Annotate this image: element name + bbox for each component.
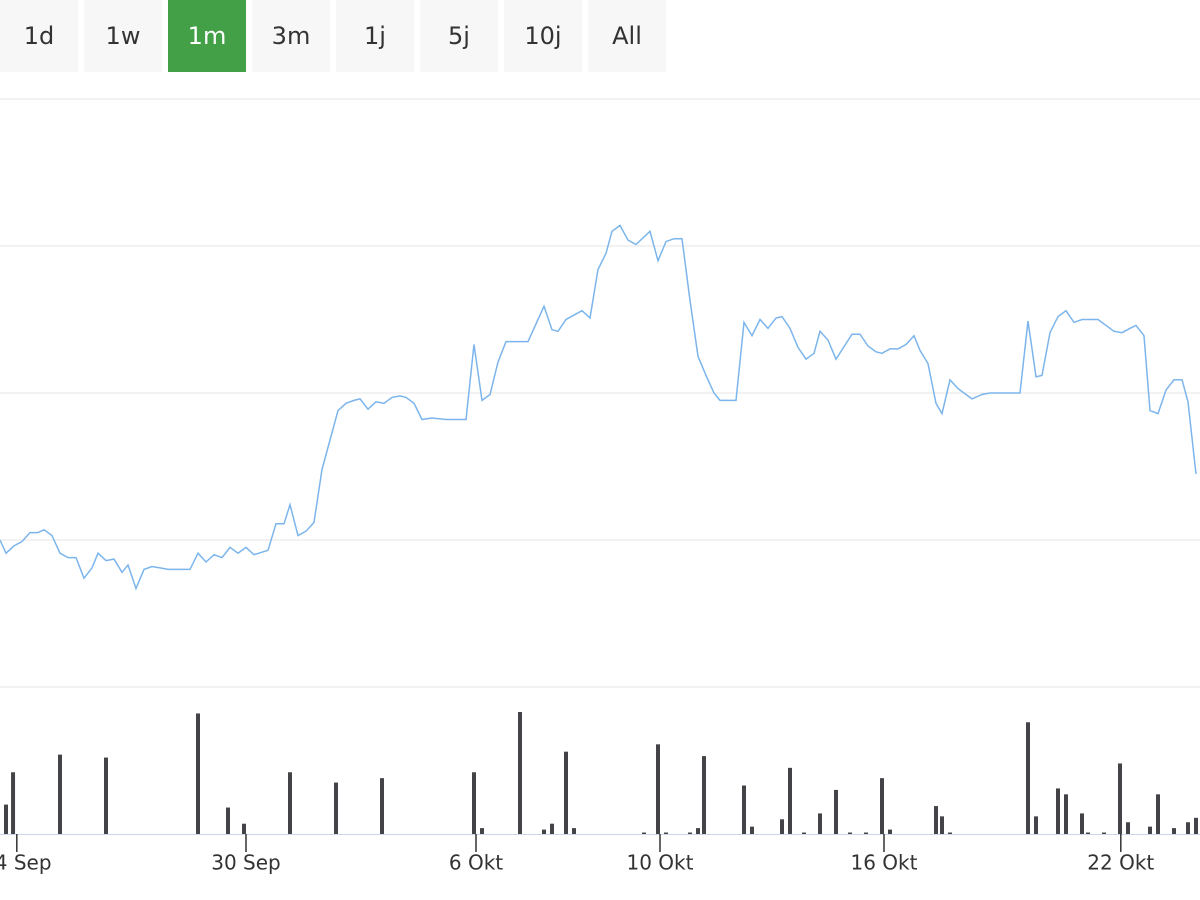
volume-bar bbox=[834, 789, 838, 834]
volume-bar bbox=[934, 806, 938, 834]
volume-bar bbox=[750, 826, 754, 834]
volume-bar bbox=[780, 819, 784, 834]
volume-bar bbox=[1172, 828, 1176, 834]
range-button[interactable]: All bbox=[588, 0, 666, 72]
range-button[interactable]: 10j bbox=[504, 0, 582, 72]
volume-bar bbox=[688, 832, 692, 834]
volume-bar bbox=[542, 829, 546, 834]
volume-bar bbox=[1118, 763, 1122, 834]
volume-bar bbox=[1186, 822, 1190, 834]
volume-bar bbox=[802, 832, 806, 834]
volume-bar bbox=[564, 751, 568, 834]
range-button[interactable]: 1w bbox=[84, 0, 162, 72]
volume-bar bbox=[226, 807, 230, 834]
range-button[interactable]: 3m bbox=[252, 0, 330, 72]
x-tick-label: 6 Okt bbox=[449, 851, 503, 875]
volume-bar bbox=[1080, 813, 1084, 834]
price-line bbox=[0, 224, 1197, 591]
volume-bar bbox=[696, 828, 700, 834]
x-tick-label: 22 Okt bbox=[1087, 851, 1154, 875]
volume-bar bbox=[550, 823, 554, 834]
range-button[interactable]: 5j bbox=[420, 0, 498, 72]
volume-bar bbox=[58, 754, 62, 834]
volume-bar bbox=[1026, 722, 1030, 834]
x-tick-label: 24 Sep bbox=[0, 851, 52, 875]
volume-bar bbox=[104, 757, 108, 834]
volume-bar bbox=[1034, 816, 1038, 834]
volume-bar bbox=[480, 828, 484, 834]
volume-bar bbox=[572, 828, 576, 834]
volume-bar bbox=[11, 772, 16, 834]
volume-bar bbox=[4, 804, 8, 834]
volume-bar bbox=[472, 772, 476, 834]
volume-bar bbox=[1064, 794, 1068, 834]
volume-bar bbox=[742, 785, 746, 834]
volume-bar bbox=[818, 813, 822, 834]
volume-bar bbox=[880, 778, 884, 834]
volume-bar bbox=[518, 711, 522, 834]
range-button[interactable]: 1j bbox=[336, 0, 414, 72]
volume-bar bbox=[702, 756, 706, 834]
range-button[interactable]: 1m bbox=[168, 0, 246, 72]
volume-bar bbox=[1148, 826, 1152, 834]
volume-bar bbox=[656, 744, 660, 834]
volume-bar bbox=[242, 823, 246, 834]
volume-bar bbox=[1194, 817, 1198, 834]
volume-bar bbox=[848, 832, 852, 834]
volume-bar bbox=[948, 832, 952, 834]
volume-bar bbox=[1086, 832, 1090, 834]
x-tick-label: 10 Okt bbox=[627, 851, 694, 875]
volume-bar bbox=[788, 767, 792, 834]
x-tick-label: 16 Okt bbox=[851, 851, 918, 875]
volume-bar bbox=[1102, 832, 1106, 834]
volume-bar bbox=[664, 832, 668, 834]
volume-bar bbox=[1056, 788, 1060, 834]
volume-bar bbox=[380, 778, 384, 834]
volume-bar bbox=[334, 782, 338, 834]
volume-bar bbox=[196, 713, 200, 834]
volume-bar bbox=[642, 832, 646, 834]
volume-bar bbox=[288, 772, 292, 834]
volume-bar bbox=[1156, 794, 1160, 834]
volume-bar bbox=[940, 816, 944, 834]
range-button[interactable]: 1d bbox=[0, 0, 78, 72]
x-tick-label: 30 Sep bbox=[211, 851, 281, 875]
volume-bar bbox=[1126, 822, 1130, 834]
volume-bar bbox=[864, 832, 868, 834]
volume-bar bbox=[888, 829, 892, 834]
